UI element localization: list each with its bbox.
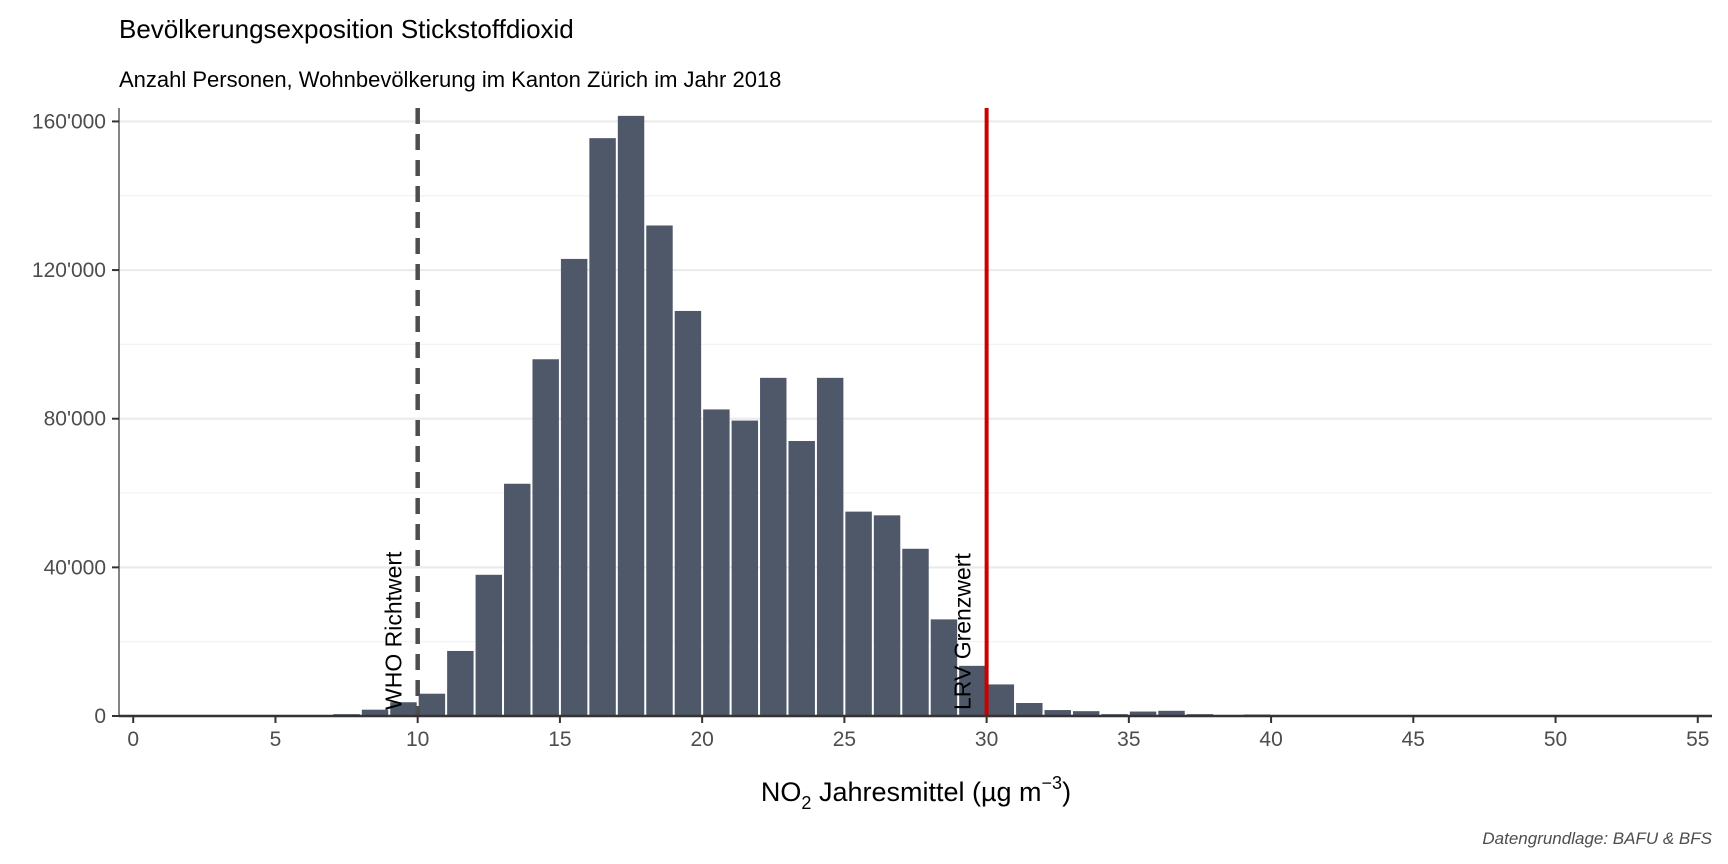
y-tick-label: 40'000	[44, 556, 106, 579]
x-tick-label: 35	[1117, 728, 1140, 751]
bar	[930, 619, 958, 716]
x-tick-label: 10	[406, 728, 429, 751]
bar	[873, 515, 901, 716]
bar	[845, 511, 872, 716]
x-tick-label: 5	[270, 728, 282, 751]
reference-lines: WHO Richtwert LRV Grenzwert	[381, 108, 989, 716]
bars	[333, 115, 1271, 717]
bar	[987, 684, 1015, 716]
bar	[788, 441, 815, 716]
bar	[816, 377, 844, 716]
x-axis-title: NO2 Jahresmittel (µg m−3)	[761, 773, 1071, 813]
x-tick-label: 25	[833, 728, 856, 751]
bar	[674, 310, 702, 716]
bar	[731, 420, 759, 716]
x-tick-label: 50	[1544, 728, 1567, 751]
bar	[447, 650, 474, 716]
y-tick-label: 160'000	[32, 110, 106, 133]
bar	[504, 483, 531, 716]
y-tick-label: 0	[94, 705, 106, 728]
chart-title: Bevölkerungsexposition Stickstoffdioxid	[119, 14, 574, 44]
x-tick-label: 15	[548, 728, 571, 751]
y-tick-label: 120'000	[32, 259, 106, 282]
bar	[617, 115, 645, 716]
bar	[418, 693, 446, 716]
x-tick-label: 20	[690, 728, 713, 751]
reference-line-label: LRV Grenzwert	[950, 553, 976, 710]
x-tick-label: 40	[1259, 728, 1282, 751]
x-tick-label: 0	[127, 728, 139, 751]
x-tick-label: 45	[1402, 728, 1425, 751]
bar	[902, 548, 929, 716]
axes: 0 40'000 80'000 120'000 160'000 0 5 10 15 20 25 30 3…	[32, 108, 1712, 751]
bar	[1016, 702, 1043, 716]
bar	[646, 225, 673, 716]
bar	[1158, 710, 1185, 716]
bar	[1044, 710, 1071, 716]
x-tick-label: 30	[975, 728, 998, 751]
bar	[390, 702, 417, 716]
reference-line-label: WHO Richtwert	[381, 551, 407, 710]
bar	[532, 359, 559, 716]
bar	[1072, 711, 1100, 716]
bar	[959, 665, 986, 716]
bar	[589, 138, 616, 717]
bar	[760, 377, 787, 716]
y-tick-label: 80'000	[44, 408, 106, 431]
bar	[361, 709, 389, 716]
chart-caption: Datengrundlage: BAFU & BFS	[1482, 829, 1712, 848]
bar	[475, 574, 503, 716]
bar	[560, 258, 588, 716]
bar	[703, 409, 730, 716]
chart-subtitle: Anzahl Personen, Wohnbevölkerung im Kant…	[119, 67, 781, 92]
bar	[1129, 711, 1157, 716]
x-tick-label: 55	[1686, 728, 1709, 751]
